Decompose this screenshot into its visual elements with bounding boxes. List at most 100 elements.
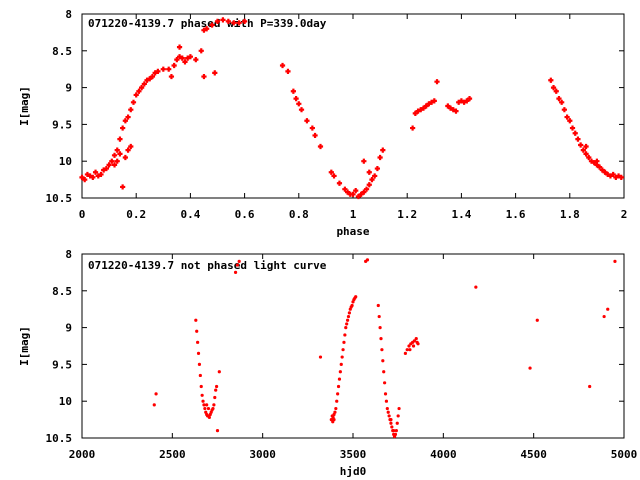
data-point	[318, 355, 323, 359]
data-point	[389, 418, 393, 422]
data-point	[445, 103, 451, 109]
data-point	[114, 147, 120, 153]
data-point	[594, 162, 600, 168]
y-tick-labels: 8 8.5 9 9.5 10 10.5	[46, 8, 73, 205]
data-point	[381, 359, 385, 363]
data-point	[207, 415, 211, 419]
data-point	[396, 414, 400, 418]
data-point	[139, 85, 145, 91]
data-point	[235, 263, 239, 267]
data-point	[109, 158, 115, 164]
data-point	[353, 188, 359, 194]
y-tick-label: 9.5	[52, 358, 72, 371]
data-point	[195, 329, 199, 333]
data-point	[578, 142, 584, 148]
data-point	[458, 98, 464, 104]
data-point	[369, 177, 375, 183]
data-point	[312, 132, 318, 139]
data-point	[201, 73, 207, 80]
data-point	[559, 99, 565, 105]
x-tick-label: 3000	[249, 448, 276, 461]
data-point	[149, 73, 156, 80]
data-point	[580, 147, 586, 153]
data-point	[613, 259, 617, 263]
data-point	[408, 348, 412, 352]
data-point	[365, 258, 370, 262]
data-point	[418, 107, 424, 113]
data-point	[569, 125, 576, 131]
y-tick-label: 8	[65, 248, 72, 261]
data-point	[343, 333, 347, 337]
data-point	[474, 285, 478, 289]
data-point	[84, 171, 91, 178]
x-tick-label: 0.8	[289, 208, 309, 221]
y-tick-label: 10	[59, 155, 72, 168]
data-point	[231, 20, 237, 26]
data-point	[347, 191, 353, 197]
axis-ticks	[81, 253, 625, 439]
data-point	[82, 177, 88, 183]
data-point	[366, 182, 372, 188]
data-point	[548, 77, 554, 83]
data-point	[387, 414, 391, 418]
data-point	[567, 118, 573, 124]
data-point	[428, 99, 435, 105]
data-point	[214, 384, 219, 389]
x-axis-label: hjd0	[340, 465, 367, 478]
data-point	[528, 366, 532, 370]
data-point	[336, 384, 341, 389]
data-point	[152, 70, 158, 76]
data-point	[201, 27, 207, 33]
data-point	[415, 108, 421, 114]
data-point	[199, 384, 203, 389]
data-point	[383, 381, 387, 385]
data-point	[594, 158, 600, 164]
data-point	[405, 348, 409, 352]
y-tick-label: 10.5	[46, 432, 73, 445]
data-point	[376, 303, 380, 308]
data-point	[296, 101, 302, 107]
x-tick-label: 0	[79, 208, 86, 221]
data-point	[410, 125, 416, 131]
data-point	[394, 429, 398, 433]
data-point	[213, 395, 217, 400]
data-point	[355, 193, 362, 200]
x-tick-label: 1.4	[451, 208, 471, 221]
data-point	[456, 99, 462, 105]
x-tick-label: 0.6	[235, 208, 255, 221]
y-tick-label: 8	[65, 8, 72, 21]
data-point	[346, 314, 351, 319]
data-point	[393, 432, 398, 436]
data-point	[198, 373, 202, 378]
data-point	[171, 62, 177, 69]
data-point	[588, 384, 592, 389]
data-point	[423, 103, 429, 109]
data-point	[416, 342, 420, 346]
data-point	[197, 362, 202, 366]
data-point	[342, 340, 346, 344]
x-tick-label: 5000	[611, 448, 638, 461]
data-point	[144, 77, 150, 83]
data-point	[344, 326, 348, 330]
data-point	[377, 314, 381, 319]
data-point	[279, 62, 286, 69]
data-point	[607, 173, 614, 179]
data-point	[403, 351, 407, 355]
chart-title: 071220-4139.7 not phased light curve	[88, 259, 327, 272]
x-tick-label: 1.8	[560, 208, 580, 221]
data-point	[553, 88, 559, 94]
x-tick-label: 3500	[340, 448, 367, 461]
y-tick-label: 9	[65, 82, 72, 95]
data-point	[103, 165, 109, 172]
data-point	[572, 130, 578, 136]
data-point	[434, 79, 440, 85]
x-tick-label: 4000	[430, 448, 457, 461]
data-point	[382, 370, 386, 374]
y-tick-label: 9.5	[52, 118, 72, 131]
data-point	[583, 151, 589, 157]
data-point	[225, 18, 231, 24]
data-point	[431, 98, 437, 104]
y-tick-label: 10	[59, 395, 72, 408]
data-point	[136, 88, 142, 94]
x-tick-label: 4500	[520, 448, 547, 461]
